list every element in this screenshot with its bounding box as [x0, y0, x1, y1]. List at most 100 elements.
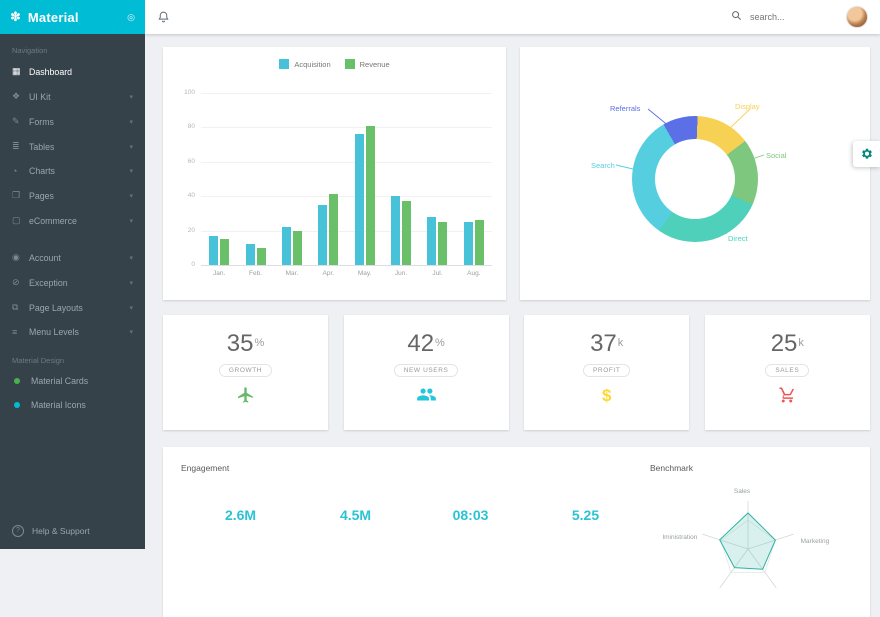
stat-card-new-users: 42% NEW USERS	[343, 315, 509, 430]
bar-acquisition-Feb	[245, 244, 255, 265]
plane-icon	[163, 386, 328, 406]
sidebar-item-dashboard[interactable]: ▦ Dashboard	[0, 59, 145, 84]
sidebar-item-account[interactable]: ◉ Account ▾	[0, 245, 145, 270]
sidebar-item-material-icons[interactable]: Material Icons	[0, 393, 145, 417]
legend-item: Revenue	[344, 59, 390, 69]
sidebar-item-label: Dashboard	[29, 66, 73, 77]
pin-icon[interactable]: ◎	[127, 11, 135, 22]
stat-suffix: %	[254, 337, 265, 349]
exception-icon: ⊘	[12, 277, 20, 287]
sidebar-item-page-layouts[interactable]: ⧉ Page Layouts ▾	[0, 295, 145, 320]
sidebar-nav-secondary: ◉ Account ▾ ⊘ Exception ▾ ⧉ Page Layouts ▾ ≡ Menu …	[0, 245, 145, 344]
chevron-down-icon: ▾	[129, 93, 133, 101]
bar-revenue-Feb	[256, 247, 266, 265]
bar-revenue-May	[365, 125, 375, 265]
status-dot-icon	[14, 402, 20, 408]
bell-icon[interactable]	[157, 10, 170, 24]
stat-value: 25k	[770, 330, 804, 357]
sidebar-item-menu-levels[interactable]: ≡ Menu Levels ▾	[0, 320, 145, 344]
sidebar-nav-design: Material Cards Material Icons	[0, 369, 145, 417]
chevron-down-icon: ▾	[129, 329, 133, 336]
engagement-metric-value: 2.6M	[224, 507, 257, 523]
sidebar-item-label: UI Kit	[29, 91, 51, 102]
sidebar-item-forms[interactable]: ✎ Forms ▾	[0, 109, 145, 134]
sidebar-item-label: Material Cards	[31, 376, 89, 386]
y-axis-tick-label: 0	[191, 261, 195, 268]
stat-card-profit: 37k PROFIT $	[524, 315, 690, 430]
engagement-title: Engagement	[181, 463, 230, 473]
chevron-down-icon: ▾	[129, 192, 133, 200]
benchmark-title: Benchmark	[650, 463, 693, 473]
radar-chart: Sales Marketing Administration	[663, 488, 830, 589]
engagement-values: 2.6M 4.5M 08:03 5.25	[183, 507, 643, 523]
forms-icon: ✎	[12, 116, 20, 126]
sidebar-item-ui-kit[interactable]: ❖ UI Kit ▾	[0, 84, 145, 109]
chevron-down-icon: ▾	[129, 217, 133, 225]
x-axis-tick-label: Feb.	[249, 270, 263, 277]
x-axis-tick-label: Jul.	[432, 270, 443, 277]
legend-item: Acquisition	[279, 59, 331, 69]
bar-acquisition-Jan	[209, 235, 219, 265]
bar-revenue-Jul	[438, 222, 448, 265]
engagement-metric-value: 4.5M	[339, 507, 372, 523]
material-flower-icon: ✽	[10, 9, 21, 24]
bar-revenue-Apr	[329, 194, 339, 265]
y-axis-tick-label: 60	[187, 157, 195, 165]
traffic-donut-chart-card: Referrals Display Social Direct Search	[520, 47, 870, 300]
chevron-down-icon: ▾	[129, 304, 133, 312]
stat-label: GROWTH	[218, 364, 273, 377]
chevron-down-icon: ▾	[129, 168, 133, 175]
bar-acquisition-Aug	[463, 222, 473, 265]
sidebar-item-label: eCommerce	[29, 215, 77, 226]
sidebar-item-pages[interactable]: ❐ Pages ▾	[0, 183, 145, 208]
avatar[interactable]	[846, 6, 868, 28]
sidebar-item-label: Pages	[29, 190, 54, 201]
sidebar: Navigation ▦ Dashboard ❖ UI Kit ▾ ✎ Forms ▾ ≣ Tab…	[0, 34, 145, 549]
chevron-down-icon: ▾	[129, 118, 133, 126]
acquisition-revenue-bar-chart-card: Acquisition Revenue 0 20 40 60 80 100 Jan. Feb. M…	[163, 47, 506, 300]
sidebar-section-navigation: Navigation	[12, 46, 48, 55]
tables-icon: ≣	[12, 141, 20, 151]
x-axis-tick-label: May.	[357, 270, 372, 277]
bar-acquisition-Jun	[391, 196, 401, 265]
search-icon[interactable]	[731, 8, 742, 26]
engagement-benchmark-card: Engagement 2.6M 4.5M 08:03 5.25 Benchmark S…	[163, 447, 870, 617]
bar-revenue-Aug	[474, 220, 484, 265]
sidebar-item-label: Page Layouts	[29, 302, 83, 313]
pages-icon: ❐	[12, 190, 21, 200]
sidebar-item-help-support[interactable]: ? Help & Support	[0, 517, 145, 545]
x-axis-tick-label: Jan.	[213, 270, 226, 277]
chevron-down-icon: ▾	[129, 254, 133, 262]
help-label: Help & Support	[32, 526, 90, 536]
sidebar-item-material-cards[interactable]: Material Cards	[0, 369, 145, 393]
chevron-down-icon: ▾	[129, 279, 133, 287]
sidebar-section-material-design: Material Design	[12, 356, 65, 365]
stat-label: NEW USERS	[393, 364, 459, 377]
menu-levels-icon: ≡	[12, 327, 18, 337]
sidebar-item-charts[interactable]: ◔ Charts ▾	[0, 159, 145, 183]
sidebar-item-exception[interactable]: ⊘ Exception ▾	[0, 270, 145, 295]
donut-slice-label-direct: Direct	[728, 234, 748, 243]
sidebar-nav-primary: ▦ Dashboard ❖ UI Kit ▾ ✎ Forms ▾ ≣ Tables ▾ ◔ Charts…	[0, 59, 145, 233]
y-axis-tick-label: 20	[187, 226, 195, 234]
bar-revenue-Jan	[220, 239, 230, 265]
stat-value: 37k	[590, 330, 624, 357]
y-axis-tick-label: 100	[184, 89, 195, 96]
sidebar-item-tables[interactable]: ≣ Tables ▾	[0, 134, 145, 159]
status-dot-icon	[14, 378, 20, 384]
stat-card-sales: 25k SALES	[704, 315, 870, 430]
cart-icon	[705, 386, 870, 406]
bar-chart-legend: Acquisition Revenue	[163, 59, 506, 69]
donut-slice-label-referrals: Referrals	[610, 104, 641, 113]
engagement-metric-value: 08:03	[452, 507, 489, 523]
gear-icon	[861, 148, 872, 159]
x-axis-tick-label: Jun.	[394, 270, 408, 277]
search-input[interactable]	[748, 11, 832, 23]
topbar	[145, 0, 880, 34]
main-content: Acquisition Revenue 0 20 40 60 80 100 Jan. Feb. M…	[145, 34, 880, 617]
page-layouts-icon: ⧉	[12, 302, 19, 312]
sidebar-item-ecommerce[interactable]: ▢ eCommerce ▾	[0, 208, 145, 233]
svg-text:Sales: Sales	[734, 488, 751, 495]
sidebar-item-label: Forms	[29, 116, 54, 127]
settings-fab[interactable]	[853, 141, 880, 167]
